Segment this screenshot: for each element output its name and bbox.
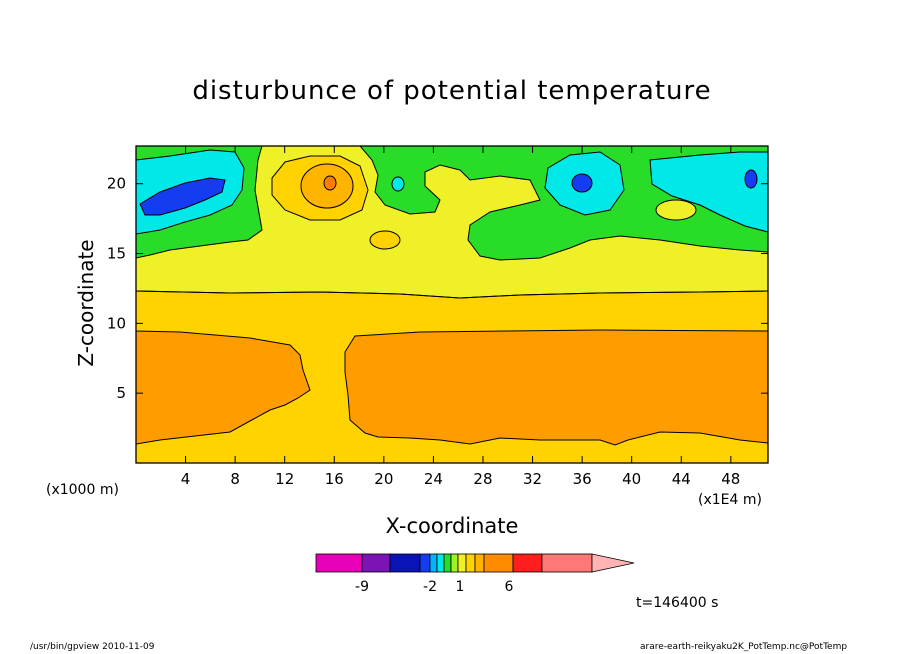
x-tick-label: 16: [325, 470, 344, 488]
colorbar-cell: [474, 553, 485, 573]
x-tick-label: 4: [181, 470, 191, 488]
colorbar-cell: [315, 553, 363, 573]
colorbar-cell: [429, 553, 438, 573]
colorbar-cell: [457, 553, 467, 573]
colorbar-cell: [450, 553, 459, 573]
x-tick-label: 40: [622, 470, 641, 488]
colorbar-label: 6: [505, 579, 514, 595]
chart-title: disturbunce of potential temperature: [192, 76, 712, 106]
colorbar-label: -2: [423, 579, 437, 595]
contour-line-12: [136, 290, 768, 299]
x-tick-label: 44: [672, 470, 691, 488]
zone-blue-mid: [571, 173, 593, 193]
y-axis-label: Z-coordinate: [74, 239, 98, 367]
footer-right: arare-earth-reikyaku2K_PotTemp.nc@PotTem…: [640, 642, 848, 652]
colorbar-cell: [361, 553, 391, 573]
y-unit-note: (x1000 m): [46, 482, 119, 498]
x-tick-label: 20: [374, 470, 393, 488]
x-tick-label: 28: [473, 470, 492, 488]
zone-cyan-right: [649, 151, 768, 233]
colorbar: -9 -2 1 6: [315, 553, 635, 595]
y-axis: 5 10 15 20: [107, 175, 768, 402]
time-label: t=146400 s: [636, 595, 719, 611]
x-tick-label: 48: [721, 470, 740, 488]
colorbar-cell: [436, 553, 445, 573]
y-tick-label: 5: [116, 384, 126, 402]
footer-left: /usr/bin/gpview 2010-11-09: [30, 642, 155, 652]
x-tick-label: 8: [230, 470, 240, 488]
y-tick-label: 20: [107, 175, 126, 193]
colorbar-cell: [512, 553, 543, 573]
colorbar-cell: [419, 553, 431, 573]
x-tick-label: 32: [523, 470, 542, 488]
colorbar-label: -9: [355, 579, 369, 595]
zone-cyan-small: [391, 176, 405, 192]
y-tick-label: 10: [107, 314, 126, 332]
colorbar-cell: [483, 553, 514, 573]
x-axis-label: X-coordinate: [385, 514, 519, 538]
x-axis: 4 8 12 16 20 24 28 32 36 40 44 48: [181, 146, 740, 488]
x-tick-label: 36: [573, 470, 592, 488]
zone-yellow-right: [655, 199, 697, 221]
plot-frame: [135, 145, 769, 464]
x-tick-label: 24: [424, 470, 443, 488]
colorbar-extend-arrow: [591, 553, 635, 573]
y-tick-label: 15: [107, 245, 126, 263]
zone-yellow-small: [369, 230, 401, 250]
colorbar-cell: [465, 553, 476, 573]
x-unit-note: (x1E4 m): [698, 492, 762, 508]
zone-red-core: [323, 175, 337, 191]
zone-blue-right: [744, 169, 758, 189]
colorbar-cell: [443, 553, 452, 573]
colorbar-label: 1: [456, 579, 465, 595]
colorbar-cell: [541, 553, 593, 573]
x-tick-label: 12: [275, 470, 294, 488]
contour-field: [136, 146, 768, 463]
zone-blue-left: [139, 177, 226, 216]
colorbar-cell: [389, 553, 421, 573]
